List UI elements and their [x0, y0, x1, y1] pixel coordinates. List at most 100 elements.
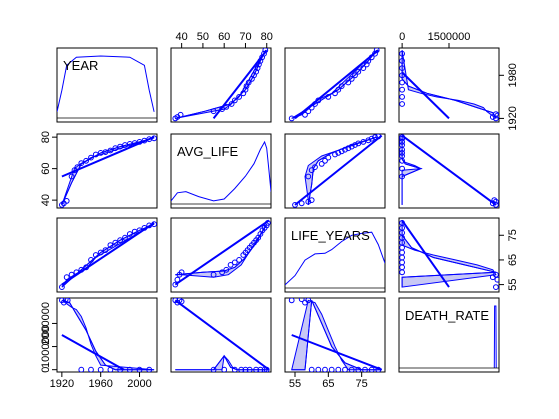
data-point: [399, 259, 406, 266]
panel-frame-avg-life-death-rate: [398, 133, 500, 209]
data-point: [262, 48, 269, 54]
data-point: [83, 157, 89, 164]
smoother-line: [175, 49, 267, 119]
diagonal-life-years: [285, 231, 385, 289]
data-point: [292, 202, 298, 208]
data-point: [177, 111, 184, 118]
data-point: [117, 366, 123, 372]
data-point: [375, 366, 382, 372]
data-point: [315, 366, 322, 372]
confidence-band: [61, 223, 155, 288]
data-point: [372, 134, 378, 141]
data-point: [375, 134, 382, 140]
data-point: [210, 108, 217, 115]
data-point: [223, 104, 230, 110]
density-curve: [493, 305, 497, 369]
data-point: [264, 220, 271, 226]
data-point: [141, 225, 148, 231]
panel-frame-avg-life-avg-life: [170, 133, 272, 209]
data-point: [399, 58, 406, 64]
tick-label: 1980: [507, 63, 519, 87]
data-point: [288, 298, 295, 304]
data-point: [365, 58, 372, 64]
data-point: [78, 266, 85, 273]
data-point: [73, 269, 80, 276]
data-point: [151, 135, 157, 142]
data-point: [338, 148, 345, 155]
data-point: [368, 135, 375, 142]
smoother-line: [291, 49, 378, 119]
panel-frame-death-rate-death-rate: [398, 297, 500, 373]
data-point: [348, 143, 355, 150]
diagonal-year: [57, 55, 157, 119]
tick-label: 75: [507, 229, 519, 241]
data-point: [261, 50, 267, 57]
data-point: [399, 269, 406, 276]
data-point: [126, 366, 133, 372]
data-point: [136, 227, 143, 234]
density-curve: [57, 55, 155, 112]
data-point: [368, 366, 375, 372]
data-point: [136, 366, 143, 372]
data-point: [399, 244, 406, 251]
data-point: [236, 94, 243, 100]
data-point: [335, 366, 342, 372]
data-point: [335, 150, 342, 156]
data-point: [117, 143, 123, 150]
panel-avg-life-vs-death-rate: [399, 134, 499, 208]
panel-life-years-vs-avg-life: [172, 219, 271, 288]
data-point: [312, 101, 318, 107]
data-point: [312, 164, 318, 171]
density-curve: [171, 140, 271, 202]
confidence-band: [291, 299, 382, 371]
data-point: [64, 298, 71, 304]
confidence-band: [401, 50, 497, 119]
tick-label: 2000: [127, 378, 151, 390]
data-point: [298, 298, 305, 303]
data-point: [399, 153, 406, 159]
data-point: [335, 86, 342, 93]
regression-line: [401, 71, 450, 120]
data-point: [238, 366, 245, 372]
data-point: [493, 284, 499, 291]
data-point: [399, 249, 406, 256]
data-point: [151, 221, 157, 228]
tick-label: 65: [322, 378, 334, 390]
data-point: [231, 97, 238, 104]
data-point: [107, 147, 114, 154]
data-point: [245, 79, 252, 86]
data-point: [494, 276, 499, 283]
tick-label: 40: [176, 31, 188, 43]
panel-frame-death-rate-life-years: [284, 297, 386, 373]
data-point: [360, 139, 367, 145]
data-point: [345, 79, 352, 86]
data-point: [242, 366, 249, 372]
data-point: [360, 65, 367, 71]
panel-year-vs-death-rate: [399, 50, 499, 122]
data-point: [288, 115, 295, 122]
diagonal-avg-life: [171, 140, 271, 205]
tick-label: 1960: [88, 378, 112, 390]
tick-label: 0: [40, 367, 52, 373]
data-point: [399, 72, 406, 79]
data-point: [399, 220, 406, 226]
data-point: [174, 276, 181, 283]
data-point: [318, 161, 325, 167]
tick-label: 40: [40, 194, 52, 206]
data-point: [493, 198, 499, 205]
panel-avg-life-vs-life-years: [292, 134, 383, 208]
panel-frame-life-years-year: [56, 217, 158, 293]
data-point: [325, 154, 332, 161]
data-point: [348, 76, 355, 82]
data-point: [399, 79, 406, 86]
panel-frame-life-years-life-years: [284, 217, 386, 293]
tick-label: 1000000: [40, 325, 52, 368]
tick-label: 1500000: [428, 31, 471, 43]
panel-death-rate-vs-life-years: [288, 298, 383, 372]
panel-frame-life-years-death-rate: [398, 217, 500, 293]
panel-frame-avg-life-life-years: [284, 133, 386, 209]
data-point: [373, 48, 380, 54]
smoother-line: [291, 300, 382, 371]
tick-label: 80: [261, 31, 273, 43]
